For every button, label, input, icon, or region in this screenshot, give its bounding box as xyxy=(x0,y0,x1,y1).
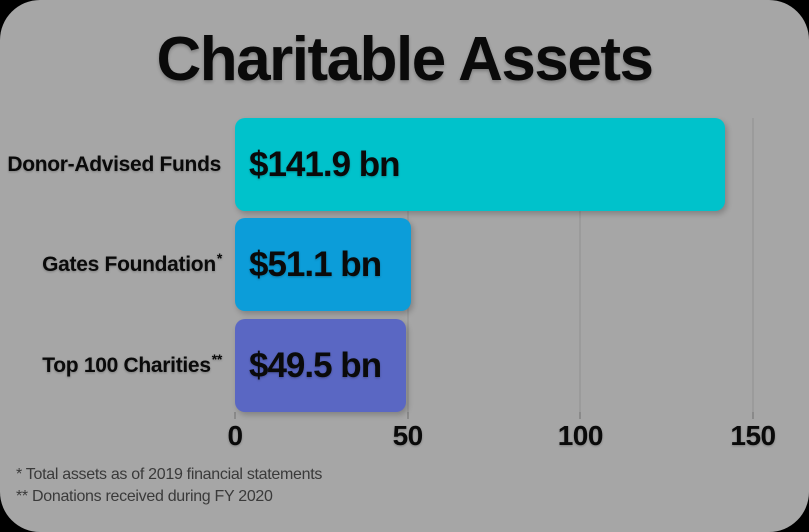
gridline xyxy=(579,118,582,412)
bar-value-label: $49.5 bn xyxy=(249,345,382,385)
footnote-line-2: ** Donations received during FY 2020 xyxy=(16,488,273,505)
bar-gates-foundation: $51.1 bn xyxy=(235,218,412,311)
bar-value-label: $141.9 bn xyxy=(249,144,401,184)
x-axis-tick-label: 0 xyxy=(227,420,243,451)
category-label-text: Gates Foundation xyxy=(42,252,216,276)
x-axis: 0 50 100 150 xyxy=(227,420,776,452)
bar-value-label: $51.1 bn xyxy=(249,244,382,284)
category-label-text: Donor-Advised Funds xyxy=(7,152,221,176)
category-label: Donor-Advised Funds xyxy=(0,118,222,211)
axis-tick xyxy=(579,412,582,419)
axis-tick xyxy=(406,412,409,419)
bar-donor-advised-funds: $141.9 bn xyxy=(235,118,726,211)
footnote-marker: ** xyxy=(211,350,223,367)
axis-tick xyxy=(234,412,236,419)
x-axis-tick-label: 150 xyxy=(730,420,776,451)
x-axis-tick-label: 100 xyxy=(557,420,604,451)
footnotes: * Total assets as of 2019 financial stat… xyxy=(16,464,322,508)
gridline xyxy=(752,118,754,412)
category-label: Top 100 Charities ** xyxy=(0,319,222,412)
category-label: Gates Foundation * xyxy=(0,218,222,311)
chart-title: Charitable Assets xyxy=(156,25,654,94)
footnote-marker: * xyxy=(216,249,222,266)
bar-row-gates-foundation: Gates Foundation * $51.1 bn xyxy=(0,218,809,311)
bar-row-donor-advised-funds: Donor-Advised Funds $141.9 bn xyxy=(0,118,809,211)
bar-row-top-100-charities: Top 100 Charities ** $49.5 bn xyxy=(0,319,809,412)
axis-tick xyxy=(752,412,754,419)
bar-top-100-charities: $49.5 bn xyxy=(235,319,406,412)
category-label-text: Top 100 Charities xyxy=(42,353,211,377)
x-axis-tick-label: 50 xyxy=(392,420,424,451)
footnote-line-1: * Total assets as of 2019 financial stat… xyxy=(16,466,323,483)
